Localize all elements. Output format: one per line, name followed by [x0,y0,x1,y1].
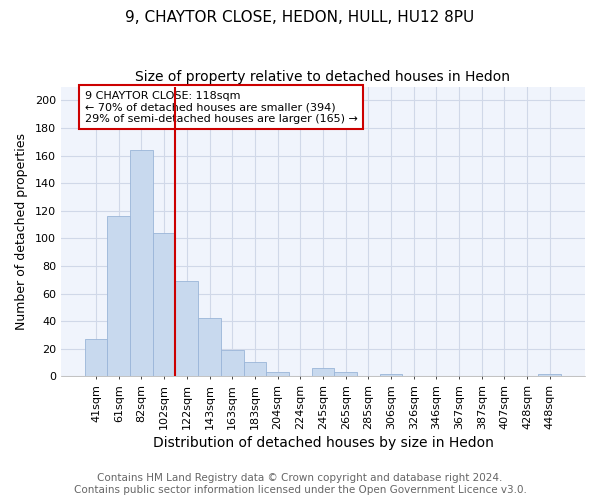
Text: 9 CHAYTOR CLOSE: 118sqm
← 70% of detached houses are smaller (394)
29% of semi-d: 9 CHAYTOR CLOSE: 118sqm ← 70% of detache… [85,90,358,124]
Bar [130,150,153,376]
Bar [538,374,561,376]
Bar [153,233,175,376]
Bar [175,281,198,376]
Bar [266,372,289,376]
Text: Contains HM Land Registry data © Crown copyright and database right 2024.
Contai: Contains HM Land Registry data © Crown c… [74,474,526,495]
Bar [107,216,130,376]
Bar [198,318,221,376]
Bar [244,362,266,376]
Bar [221,350,244,376]
Y-axis label: Number of detached properties: Number of detached properties [15,133,28,330]
Bar [380,374,403,376]
Text: 9, CHAYTOR CLOSE, HEDON, HULL, HU12 8PU: 9, CHAYTOR CLOSE, HEDON, HULL, HU12 8PU [125,10,475,25]
Title: Size of property relative to detached houses in Hedon: Size of property relative to detached ho… [136,70,511,84]
Bar [334,372,357,376]
Bar [311,368,334,376]
Bar [85,339,107,376]
X-axis label: Distribution of detached houses by size in Hedon: Distribution of detached houses by size … [152,436,493,450]
